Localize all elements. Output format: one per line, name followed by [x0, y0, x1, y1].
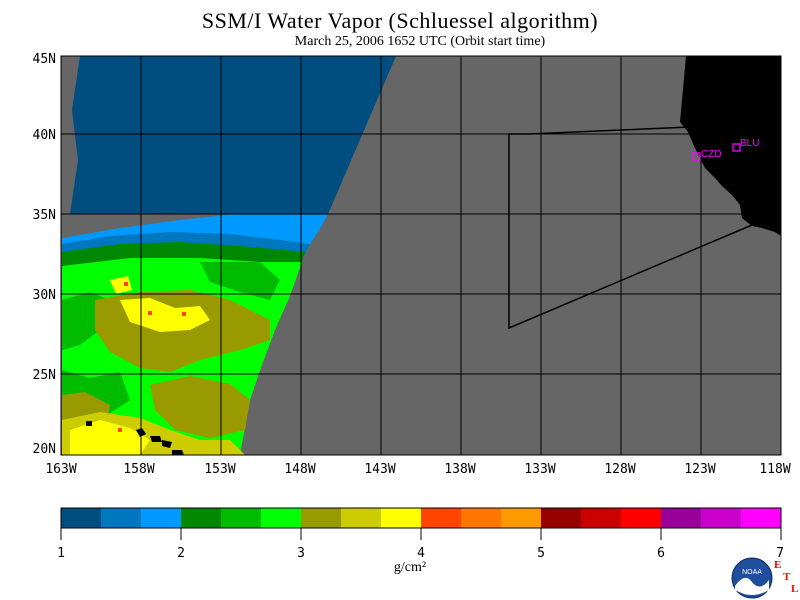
colorbar-tick-5: 5 — [537, 546, 545, 561]
hawaii-island — [150, 436, 162, 442]
colorbar-swatch — [381, 508, 422, 528]
station-marker-blu — [732, 143, 741, 152]
swath-mid-green-b — [200, 262, 280, 300]
lat-label-40n: 40N — [32, 128, 56, 143]
swath-yellow-b — [70, 420, 150, 455]
noaa-logo-text: NOAA — [742, 569, 762, 576]
vapor-speck — [118, 428, 122, 432]
lon-label-158w: 158W — [123, 462, 155, 477]
colorbar-swatch — [741, 508, 782, 528]
lon-label-163w: 163W — [45, 462, 77, 477]
station-marker-czd — [692, 152, 701, 161]
swath-yellow-a — [120, 298, 210, 332]
colorbar — [61, 508, 782, 528]
lat-label-30n: 30N — [32, 288, 56, 303]
lat-label-35n: 35N — [32, 208, 56, 223]
vapor-speck — [182, 312, 186, 316]
colorbar-swatch — [341, 508, 382, 528]
lat-lon-grid — [61, 56, 781, 455]
swath-yellow-c — [110, 276, 132, 294]
colorbar-swatch — [621, 508, 662, 528]
colorbar-swatch — [181, 508, 222, 528]
north-america-land — [680, 56, 781, 236]
colorbar-swatch — [101, 508, 142, 528]
noaa-logo: NOAA — [731, 557, 773, 599]
colorbar-tick-7: 7 — [776, 546, 784, 561]
lon-label-143w: 143W — [364, 462, 396, 477]
lon-label-128w: 128W — [604, 462, 636, 477]
colorbar-tick-6: 6 — [657, 546, 665, 561]
lat-label-25n: 25N — [32, 368, 56, 383]
hawaii-island — [162, 440, 172, 448]
colorbar-unit: g/cm² — [393, 560, 427, 575]
colorbar-swatch — [301, 508, 342, 528]
lon-label-123w: 123W — [684, 462, 716, 477]
lon-label-148w: 148W — [284, 462, 316, 477]
colorbar-swatch — [421, 508, 462, 528]
station-label-czd: CZD — [701, 149, 722, 160]
vapor-speck — [148, 311, 152, 315]
colorbar-swatch — [261, 508, 302, 528]
colorbar-swatch — [501, 508, 542, 528]
colorbar-swatch — [541, 508, 582, 528]
colorbar-tick-3: 3 — [297, 546, 305, 561]
lat-label-45n: 45N — [32, 52, 56, 67]
swath-olive-south — [150, 376, 250, 438]
station-label-blu: BLU — [740, 138, 759, 149]
etl-letter-t: T — [783, 571, 791, 583]
lon-label-153w: 153W — [204, 462, 236, 477]
lat-label-20n: 20N — [32, 442, 56, 457]
lon-label-138w: 138W — [444, 462, 476, 477]
etl-letter-l: L — [791, 583, 798, 595]
colorbar-swatch — [701, 508, 742, 528]
colorbar-tick-1: 1 — [57, 546, 65, 561]
map-subtitle: March 25, 2006 1652 UTC (Orbit start tim… — [294, 34, 546, 49]
colorbar-swatch — [581, 508, 622, 528]
colorbar-swatch — [61, 508, 102, 528]
colorbar-swatch — [661, 508, 702, 528]
colorbar-swatch — [141, 508, 182, 528]
colorbar-tick-2: 2 — [177, 546, 185, 561]
colorbar-ticks — [60, 528, 782, 540]
map-panel: CZD BLU — [60, 55, 782, 456]
hawaii-island — [172, 450, 184, 455]
vapor-speck — [124, 282, 128, 286]
swath-low-vapor — [70, 56, 396, 214]
hawaii-island — [86, 421, 92, 426]
colorbar-tick-4: 4 — [417, 546, 425, 561]
map-frame — [60, 55, 782, 456]
colorbar-swatch — [221, 508, 262, 528]
map-title: SSM/I Water Vapor (Schluessel algorithm) — [201, 8, 599, 33]
etl-letter-e: E — [774, 559, 781, 571]
lon-label-133w: 133W — [524, 462, 556, 477]
colorbar-swatch — [461, 508, 502, 528]
lon-label-118w: 118W — [759, 462, 791, 477]
